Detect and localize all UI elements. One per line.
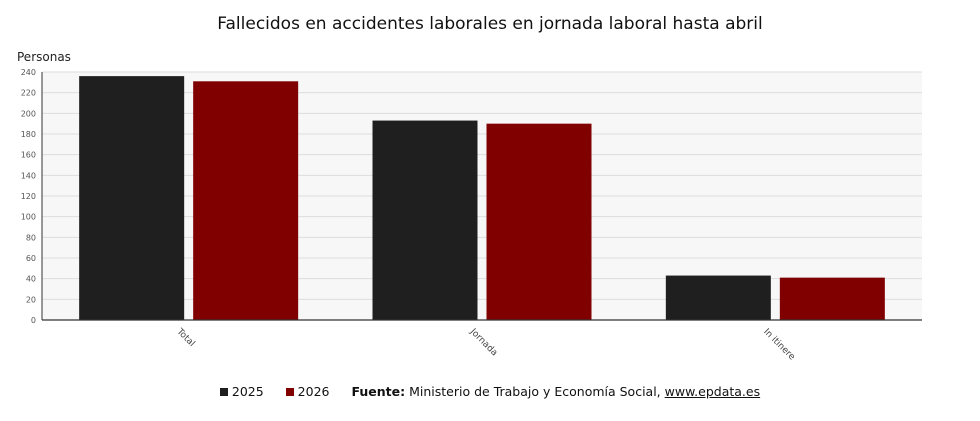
y-tick-label: 120 [21, 192, 36, 201]
x-tick-label: Total [174, 326, 197, 349]
chart-footer: 2025 2026 Fuente: Ministerio de Trabajo … [0, 384, 980, 399]
bar [779, 277, 885, 320]
source-link[interactable]: www.epdata.es [664, 384, 761, 399]
legend-label-2026: 2026 [297, 384, 330, 399]
y-tick-label: 160 [21, 151, 36, 160]
y-tick-label: 0 [31, 316, 36, 325]
x-tick-label: In itinere [761, 327, 797, 363]
y-tick-label: 240 [21, 68, 36, 77]
bar-chart: 0 20 40 60 80 100 120 140 160 180 200 220 240 Total Jo… [21, 68, 922, 363]
legend-item-2026[interactable]: 2026 [285, 384, 330, 399]
legend-swatch-2025 [219, 388, 228, 396]
legend-label-2025: 2025 [231, 384, 264, 399]
bar [193, 81, 299, 320]
legend-swatch-2026 [285, 388, 294, 396]
bar [79, 76, 185, 320]
legend-item-2025[interactable]: 2025 [219, 384, 264, 399]
y-tick-label: 200 [21, 109, 36, 118]
bar [665, 275, 771, 320]
y-tick-label: 100 [21, 213, 36, 222]
y-tick-label: 180 [21, 130, 36, 139]
y-axis-label: Personas [17, 50, 71, 64]
bar [486, 123, 592, 321]
y-tick-label: 220 [21, 89, 36, 98]
bar [372, 120, 478, 320]
chart-title: Fallecidos en accidentes laborales en jo… [217, 14, 763, 34]
source-text: Ministerio de Trabajo y Economía Social, [409, 384, 661, 399]
y-tick-label: 40 [26, 275, 36, 284]
source-label: Fuente: [351, 384, 406, 399]
y-tick-label: 80 [26, 233, 36, 242]
y-tick-label: 60 [26, 254, 36, 263]
y-tick-label: 20 [26, 295, 36, 304]
x-tick-label: Jornada [467, 326, 499, 358]
y-tick-label: 140 [21, 171, 36, 180]
